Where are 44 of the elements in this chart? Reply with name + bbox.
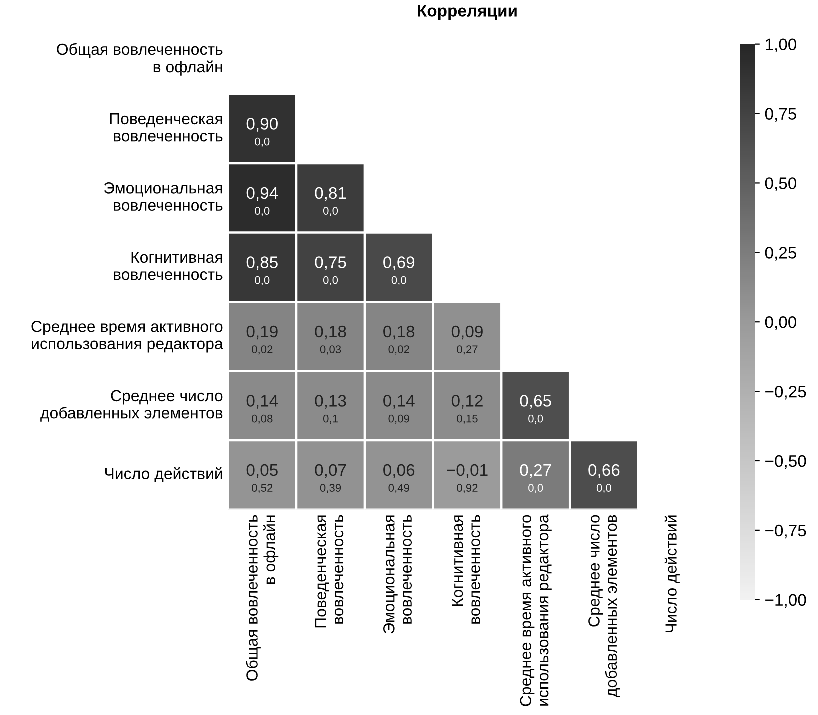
- y-tick-label: Общая вовлеченность в офлайн: [57, 43, 223, 76]
- data-label: 0,19 0,02: [246, 326, 278, 355]
- data-label: 0,66 0,0: [588, 464, 620, 494]
- x-tick-label: Среднее время активного использования редактора: [520, 514, 552, 706]
- data-label: 0,81 0,0: [315, 187, 346, 216]
- y-tick-label: Когнитивная вовлеченность: [114, 252, 223, 280]
- color-bar-label: 1,00: [766, 38, 797, 52]
- data-label: 0,94 0,0: [246, 187, 278, 216]
- color-bar-label: −0,50: [766, 455, 806, 470]
- x-tick-label: Число действий: [664, 516, 680, 633]
- color-bar-label: 0,00: [765, 316, 797, 330]
- data-label: 0,27 0,0: [520, 464, 552, 494]
- y-tick-label: Среднее время активного использования редактора: [32, 321, 224, 353]
- chart-title: Корреляции: [418, 5, 517, 20]
- data-label: 0,90 0,0: [246, 118, 278, 148]
- x-tick-label: Среднее число добавленных элементов: [588, 515, 620, 698]
- data-label: 0,05 0,52: [246, 464, 278, 494]
- y-tick-label: Поведенческая вовлеченность: [110, 113, 223, 142]
- color-bar-label: 0,25: [765, 247, 796, 261]
- color-bar-label: −0,25: [766, 386, 806, 400]
- data-label: 0,07 0,39: [315, 464, 346, 494]
- y-tick-label: Число действий: [105, 468, 222, 483]
- data-label: 0,65 0,0: [520, 395, 552, 424]
- data-label: 0,69 0,0: [384, 256, 415, 286]
- data-label: −0,01 0,92: [447, 464, 488, 494]
- data-label: 0,14 0,08: [246, 395, 278, 424]
- data-label: 0,14 0,09: [384, 395, 415, 424]
- y-tick-label: Эмоциональная вовлеченность: [104, 182, 223, 212]
- data-label: 0,18 0,03: [315, 326, 346, 355]
- y-tick-label: Среднее число добавленных элементов: [40, 390, 223, 422]
- data-label: 0,85 0,0: [246, 256, 278, 286]
- data-label: 0,18 0,02: [384, 326, 415, 355]
- color-bar-label: 0,75: [765, 108, 796, 122]
- data-label: 0,06 0,49: [384, 464, 415, 494]
- color-bar-label: 0,50: [765, 178, 797, 192]
- data-label: 0,13 0,1: [315, 395, 346, 424]
- x-tick-label: Поведенческая вовлеченность: [315, 515, 344, 628]
- color-bar-label: −1,00: [766, 594, 806, 608]
- x-tick-label: Эмоциональная вовлеченность: [384, 515, 412, 634]
- data-label: 0,09 0,27: [452, 326, 483, 355]
- data-label: 0,12 0,15: [452, 395, 483, 424]
- data-label: 0,75 0,0: [315, 256, 346, 286]
- x-tick-label: Когнитивная вовлеченность: [452, 515, 480, 624]
- color-bar-label: −0,75: [766, 524, 806, 539]
